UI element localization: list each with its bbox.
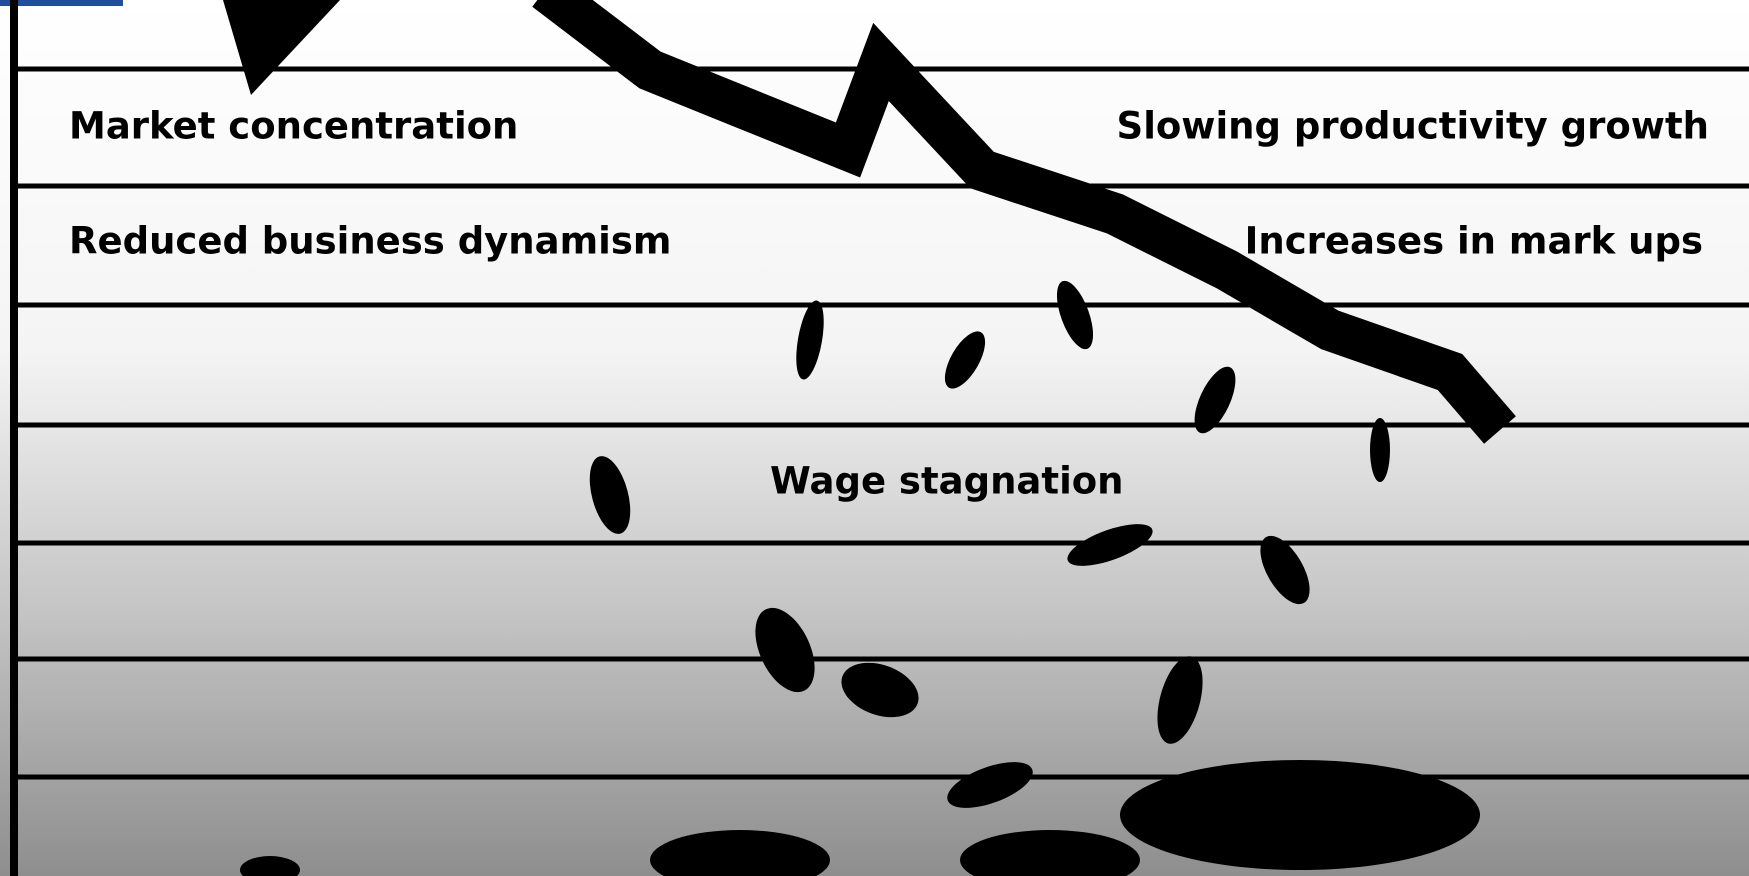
figure	[1370, 418, 1390, 482]
illustration: Market concentration Slowing productivit…	[0, 0, 1749, 876]
figure-pile	[1120, 760, 1480, 870]
label: Reduced business dynamism	[69, 220, 671, 263]
label: Slowing productivity growth	[1117, 105, 1709, 148]
label: Increases in mark ups	[1245, 220, 1703, 263]
label: Market concentration	[69, 105, 518, 148]
corner-bar	[0, 0, 123, 6]
label: Wage stagnation	[770, 460, 1124, 503]
axis-bar	[10, 0, 18, 876]
page: Market concentration Slowing productivit…	[0, 0, 1749, 876]
